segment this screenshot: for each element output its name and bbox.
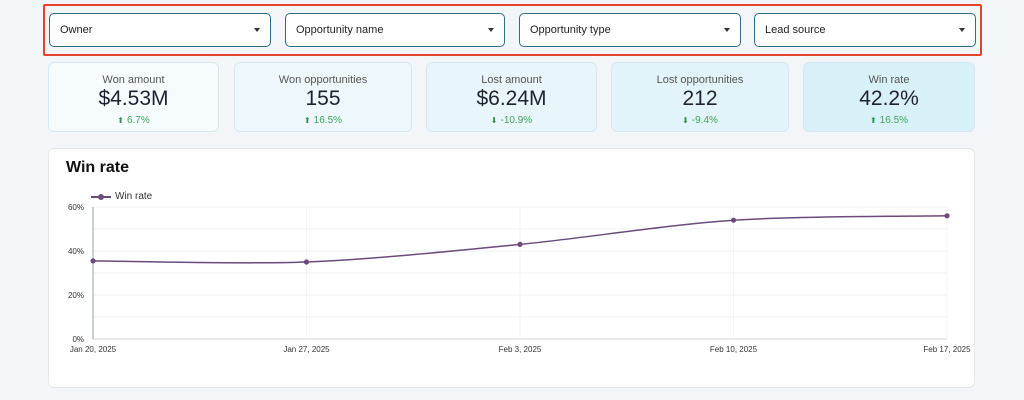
owner-filter-dropdown[interactable]: Owner	[49, 13, 271, 47]
win-rate-chart-panel: Win rate Win rate 0% 20% 40% 60% Jan 20, 202…	[48, 148, 975, 388]
arrow-up-icon: ⬆	[869, 116, 877, 125]
kpi-delta: ⬇ -9.4%	[682, 115, 718, 126]
filter-bar: Owner Opportunity name Opportunity type …	[43, 4, 982, 56]
chevron-down-icon	[488, 28, 494, 32]
y-tick-label: 0%	[72, 335, 84, 344]
owner-filter-label: Owner	[60, 24, 93, 36]
kpi-card-won-opportunities: Won opportunities 155 ⬆ 16.5%	[234, 62, 412, 132]
y-tick-label: 60%	[68, 203, 84, 212]
kpi-delta-value: -9.4%	[691, 115, 718, 126]
kpi-card-lost-amount: Lost amount $6.24M ⬇ -10.9%	[426, 62, 597, 132]
arrow-down-icon: ⬇	[490, 116, 498, 125]
x-tick-label: Jan 27, 2025	[283, 345, 330, 354]
chart-title: Win rate	[66, 159, 129, 176]
kpi-value: 212	[682, 87, 718, 110]
chevron-down-icon	[959, 28, 965, 32]
win-rate-data-point	[944, 213, 950, 219]
opportunity-type-filter-label: Opportunity type	[530, 24, 611, 36]
x-tick-label: Feb 17, 2025	[923, 345, 971, 354]
x-tick-label: Feb 10, 2025	[710, 345, 758, 354]
kpi-delta-value: 16.5%	[313, 115, 343, 126]
opportunity-type-filter-dropdown[interactable]: Opportunity type	[519, 13, 741, 47]
opportunity-name-filter-dropdown[interactable]: Opportunity name	[285, 13, 505, 47]
legend-label: Win rate	[115, 191, 153, 202]
opportunity-name-filter-label: Opportunity name	[296, 24, 384, 36]
x-tick-label: Feb 3, 2025	[499, 345, 542, 354]
kpi-delta-value: 16.5%	[879, 115, 909, 126]
kpi-label: Won opportunities	[278, 74, 368, 86]
chevron-down-icon	[254, 28, 260, 32]
lead-source-filter-label: Lead source	[765, 24, 826, 36]
kpi-card-win-rate: Win rate 42.2% ⬆ 16.5%	[803, 62, 975, 132]
win-rate-data-point	[90, 258, 96, 264]
arrow-up-icon: ⬆	[117, 116, 124, 125]
kpi-value: 155	[305, 87, 341, 110]
arrow-up-icon: ⬆	[303, 116, 311, 125]
kpi-card-won-amount: Won amount $4.53M ⬆ 6.7%	[48, 62, 219, 132]
win-rate-line-chart: 0% 20% 40% 60% Jan 20, 2025 Jan 27, 2025 Feb 3…	[68, 203, 971, 354]
win-rate-data-point	[303, 259, 310, 265]
chevron-down-icon	[724, 28, 730, 32]
y-tick-label: 40%	[68, 247, 84, 256]
kpi-delta: ⬆ 16.5%	[870, 115, 908, 126]
kpi-label: Won amount	[102, 74, 165, 86]
kpi-value: $4.53M	[98, 87, 169, 110]
chart-legend[interactable]: Win rate	[91, 191, 152, 202]
kpi-label: Win rate	[868, 74, 910, 86]
y-tick-label: 20%	[68, 291, 84, 300]
kpi-delta-value: 6.7%	[126, 115, 150, 126]
win-rate-data-point	[730, 217, 737, 223]
kpi-delta: ⬆ 6.7%	[117, 115, 150, 126]
kpi-card-lost-opportunities: Lost opportunities 212 ⬇ -9.4%	[611, 62, 789, 132]
kpi-value: $6.24M	[476, 87, 547, 110]
kpi-label: Lost opportunities	[656, 74, 744, 86]
win-rate-data-point	[517, 241, 523, 247]
kpi-value: 42.2%	[859, 87, 919, 110]
x-tick-label: Jan 20, 2025	[70, 345, 117, 354]
kpi-delta-value: -10.9%	[500, 115, 533, 126]
legend-line-marker	[91, 193, 111, 200]
arrow-down-icon: ⬇	[682, 116, 689, 125]
lead-source-filter-dropdown[interactable]: Lead source	[754, 13, 976, 47]
kpi-delta: ⬆ 16.5%	[304, 115, 342, 126]
kpi-label: Lost amount	[481, 74, 542, 86]
kpi-delta: ⬇ -10.9%	[491, 115, 532, 126]
